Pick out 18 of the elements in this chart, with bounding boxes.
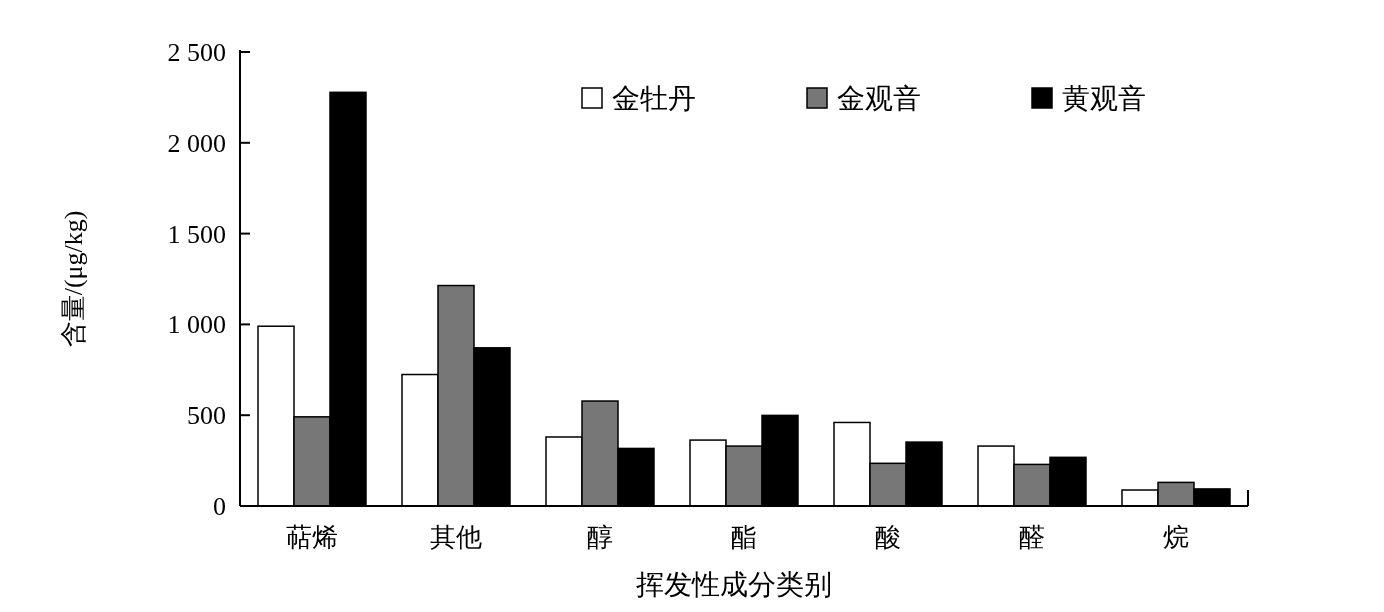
x-tick-label: 萜烯	[286, 523, 338, 552]
x-tick-label: 醛	[1019, 523, 1045, 552]
x-tick-label: 酸	[875, 523, 901, 552]
legend-label: 金牡丹	[612, 83, 696, 114]
y-tick-label: 500	[187, 401, 226, 431]
y-tick-label: 2 000	[167, 128, 226, 158]
x-tick-label: 酯	[731, 523, 757, 552]
y-tick-label: 1 500	[167, 219, 226, 249]
legend-label: 金观音	[837, 83, 921, 114]
y-tick-label: 2 500	[167, 38, 226, 67]
y-tick-label: 0	[213, 492, 226, 521]
x-tick-label: 其他	[430, 523, 482, 552]
x-axis-title: 挥发性成分类别	[636, 569, 832, 600]
x-tick-label: 烷	[1163, 523, 1189, 552]
y-tick-label: 1 000	[167, 310, 226, 340]
x-tick-label: 醇	[587, 523, 613, 552]
legend-label: 黄观音	[1062, 83, 1146, 114]
y-axis-title: 含量/(μg/kg)	[59, 210, 88, 348]
